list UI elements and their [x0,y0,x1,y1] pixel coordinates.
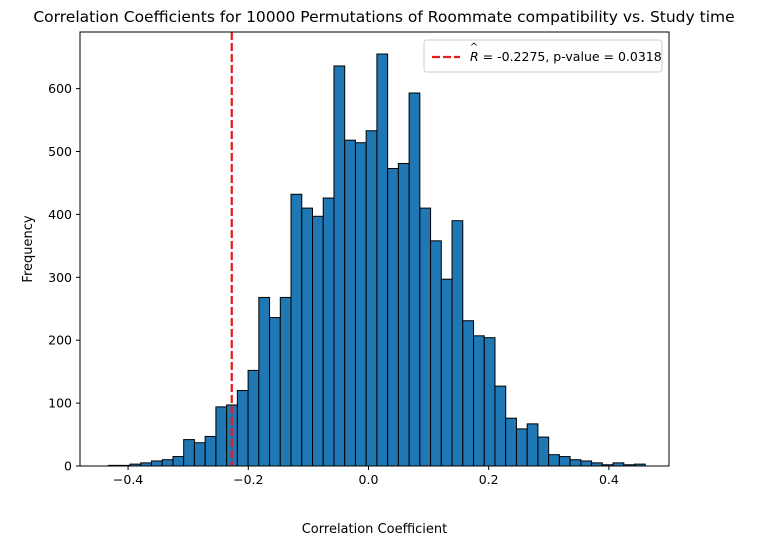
histogram-bar [580,460,593,467]
x-tick-label: 0.4 [599,472,619,487]
histogram-bar [483,337,496,467]
histogram-bar [408,92,421,467]
y-axis-label: Frequency [21,215,36,282]
legend: R = -0.2275, p-value = 0.0318 ^ [423,39,663,73]
histogram-bar [440,278,453,467]
x-tick-label: −0.4 [113,472,143,487]
histogram-bar [397,162,410,467]
y-tick-label: 100 [48,396,72,411]
histogram-bar [569,459,582,467]
histogram-bar [344,139,356,467]
legend-label: R = -0.2275, p-value = 0.0318 [470,49,662,64]
histogram-bar [354,142,367,467]
histogram-bar [204,435,217,467]
histogram-bar [473,335,485,467]
x-axis: −0.4 −0.2 0.0 0.2 0.4 [113,466,619,487]
histogram-bar [548,454,560,467]
histogram-bar [236,390,249,467]
histogram-bar [311,215,324,467]
histogram-bar [430,240,442,467]
y-tick-label: 300 [48,270,72,285]
plot-frame [79,31,670,467]
y-tick-label: 0 [64,459,72,474]
histogram-bar [172,456,185,467]
histogram-bar [290,193,303,467]
x-tick-label: −0.2 [233,472,263,487]
y-tick-label: 600 [48,81,72,96]
chart-title: Correlation Coefficients for 10000 Permu… [33,8,734,26]
y-tick-label: 200 [48,333,72,348]
histogram-bar [505,417,517,467]
histogram-bar [150,460,163,467]
histogram-bar [183,439,195,467]
histogram-bar [365,130,378,467]
histogram-bar [258,296,271,467]
histogram-bar [301,207,313,467]
histogram-bar [526,423,539,467]
histogram-bar [161,459,174,467]
bars-group [108,53,646,467]
legend-box [423,39,663,73]
legend-hat-accent: ^ [470,42,478,53]
y-tick-label: 400 [48,207,72,222]
histogram-bar [322,197,335,467]
histogram-bar [333,65,346,467]
histogram-bar [387,167,399,467]
x-axis-label: Correlation Coefficient [302,522,448,537]
histogram-bar [215,406,228,467]
x-tick-label: 0.0 [359,472,379,487]
histogram-bar [451,220,464,467]
histogram-bar [494,385,507,467]
histogram-bar [558,456,571,467]
x-tick-label: 0.2 [479,472,499,487]
histogram-bar [269,317,281,467]
histogram-bar [515,428,528,467]
histogram-bar [279,296,292,467]
y-tick-label: 500 [48,144,72,159]
histogram-bar [193,442,206,467]
histogram-bar [537,436,550,467]
y-axis: 0 100 200 300 400 500 600 [48,81,80,474]
histogram-bar [247,369,260,467]
histogram-bar [462,320,475,467]
histogram-bar [419,207,432,467]
histogram-bar [376,53,389,467]
